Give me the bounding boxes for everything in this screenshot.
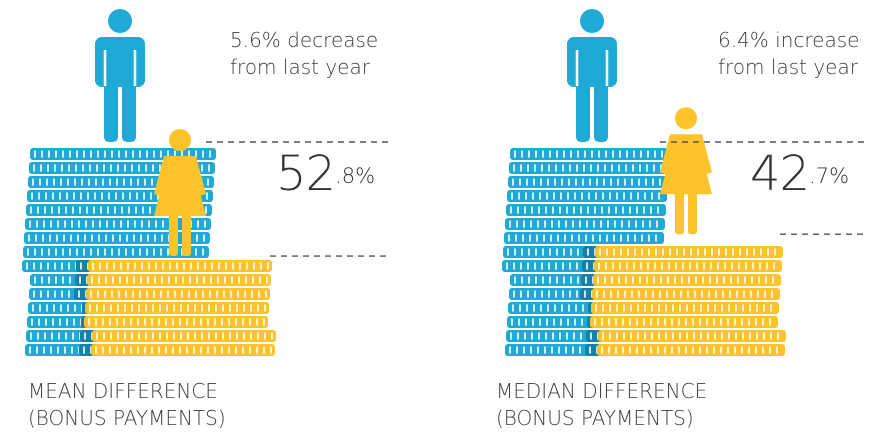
mean-caption-line-2: (BONUS PAYMENTS) xyxy=(28,406,226,430)
women-bar xyxy=(84,260,276,356)
mean-caption: MEAN DIFFERENCE (BONUS PAYMENTS) xyxy=(28,378,226,432)
median-change-text: 6.4% increase from last year xyxy=(718,27,859,81)
median-caption-line-1: MEDIAN DIFFERENCE xyxy=(496,379,708,403)
median-gap-value: 42.7% xyxy=(750,150,849,198)
mean-change-text: 5.6% decrease from last year xyxy=(230,27,378,81)
woman-icon xyxy=(154,129,206,257)
woman-icon xyxy=(660,107,712,235)
median-change-line-1: 6.4% increase xyxy=(718,28,860,52)
mean-caption-line-1: MEAN DIFFERENCE xyxy=(28,379,218,403)
median-change-line-2: from last year xyxy=(718,55,858,79)
mean-gap-whole: 52 xyxy=(276,146,336,202)
median-gap-decimal: .7% xyxy=(809,164,850,188)
median-gap-whole: 42 xyxy=(750,146,810,202)
mean-gap-decimal: .8% xyxy=(335,164,376,188)
man-icon xyxy=(567,9,617,142)
median-caption: MEDIAN DIFFERENCE (BONUS PAYMENTS) xyxy=(496,378,707,432)
mean-gap-value: 52.8% xyxy=(276,150,375,198)
mean-change-line-2: from last year xyxy=(230,55,370,79)
median-caption-line-2: (BONUS PAYMENTS) xyxy=(496,406,694,430)
mean-change-line-1: 5.6% decrease xyxy=(230,28,379,52)
median-panel: 6.4% increase from last year 42.7% MEDIA… xyxy=(444,0,888,436)
mean-chart xyxy=(22,9,388,356)
median-chart xyxy=(502,9,864,356)
man-icon xyxy=(95,9,145,142)
mean-panel: 5.6% decrease from last year 52.8% MEAN … xyxy=(22,9,388,432)
women-bar xyxy=(590,246,786,356)
